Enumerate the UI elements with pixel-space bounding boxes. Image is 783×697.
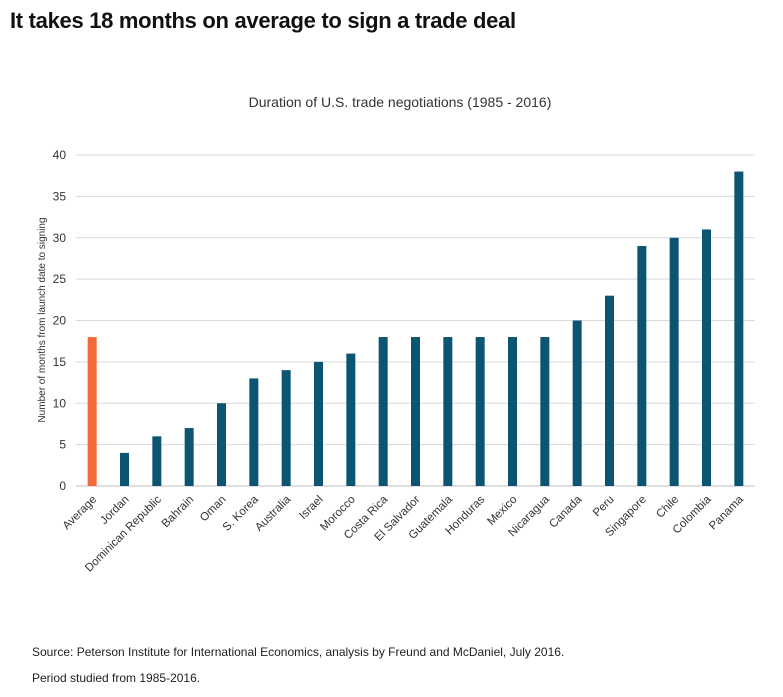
bar <box>217 403 226 486</box>
y-tick-label: 20 <box>53 314 67 328</box>
y-tick-label: 10 <box>53 396 67 410</box>
y-tick-label: 0 <box>59 479 66 493</box>
y-tick-label: 25 <box>53 272 67 286</box>
x-tick-label: Oman <box>198 494 229 525</box>
x-tick-label: Bahrain <box>160 494 197 531</box>
x-tick-label: Panama <box>707 493 746 532</box>
y-tick-label: 40 <box>53 148 67 162</box>
bar <box>120 452 129 486</box>
bar <box>508 337 517 486</box>
bar-chart: Duration of U.S. trade negotiations (198… <box>0 80 783 620</box>
bar <box>314 361 323 486</box>
y-tick-label: 30 <box>53 231 67 245</box>
chart-svg: Duration of U.S. trade negotiations (198… <box>37 94 755 574</box>
bar <box>572 320 582 486</box>
bar <box>734 171 744 487</box>
bars <box>87 171 744 487</box>
x-tick-label: Israel <box>297 494 325 522</box>
bar <box>411 337 420 486</box>
x-tick-label: Australia <box>253 493 294 534</box>
bar <box>605 295 614 486</box>
bar <box>152 436 162 486</box>
period-note: Period studied from 1985-2016. <box>32 671 201 685</box>
x-tick-label: Average <box>61 494 100 533</box>
x-tick-label: Peru <box>591 494 617 520</box>
y-tick-label: 15 <box>53 355 67 369</box>
bar <box>443 337 453 486</box>
chart-title: Duration of U.S. trade negotiations (198… <box>249 94 552 110</box>
source-note: Source: Peterson Institute for Internati… <box>32 645 565 659</box>
y-tick-label: 35 <box>53 189 67 203</box>
x-tick-label: Canada <box>547 493 584 530</box>
bar <box>702 229 711 486</box>
x-tick-label: Chile <box>654 494 681 521</box>
bar <box>346 353 356 486</box>
y-axis-label: Number of months from launch date to sig… <box>37 217 48 422</box>
bar <box>475 337 485 486</box>
bar <box>540 337 550 486</box>
y-tick-label: 5 <box>59 438 66 452</box>
chart-notes: Source: Peterson Institute for Internati… <box>32 645 564 697</box>
bar-average <box>87 337 97 486</box>
page-headline: It takes 18 months on average to sign a … <box>10 8 516 33</box>
bar <box>378 337 388 486</box>
bar <box>669 237 679 486</box>
bar <box>249 378 259 486</box>
bar <box>184 428 194 486</box>
bar <box>281 370 291 486</box>
bar <box>637 246 647 486</box>
y-tick-labels: 0 5 10 15 20 25 30 35 40 <box>53 148 67 493</box>
